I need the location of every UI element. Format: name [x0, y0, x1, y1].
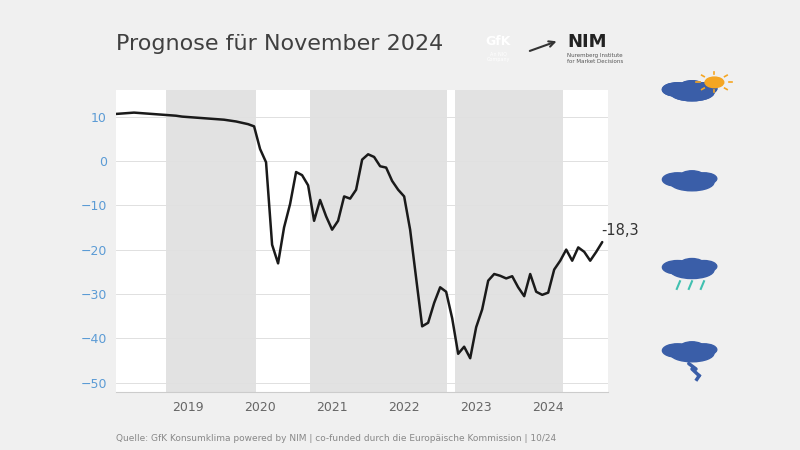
Bar	[166, 90, 257, 391]
Text: Nuremberg Institute
for Market Decisions: Nuremberg Institute for Market Decisions	[567, 53, 623, 64]
Text: GfK: GfK	[486, 35, 510, 48]
Bar	[310, 90, 447, 391]
Text: Quelle: GfK Konsumklima powered by NIM | co-funded durch die Europäische Kommiss: Quelle: GfK Konsumklima powered by NIM |…	[116, 434, 556, 443]
Text: -18,3: -18,3	[602, 224, 639, 239]
Text: An NIQ
Company: An NIQ Company	[486, 52, 510, 62]
Text: NIM: NIM	[567, 32, 606, 50]
Text: Prognose für November 2024: Prognose für November 2024	[116, 34, 443, 54]
Bar	[454, 90, 562, 391]
